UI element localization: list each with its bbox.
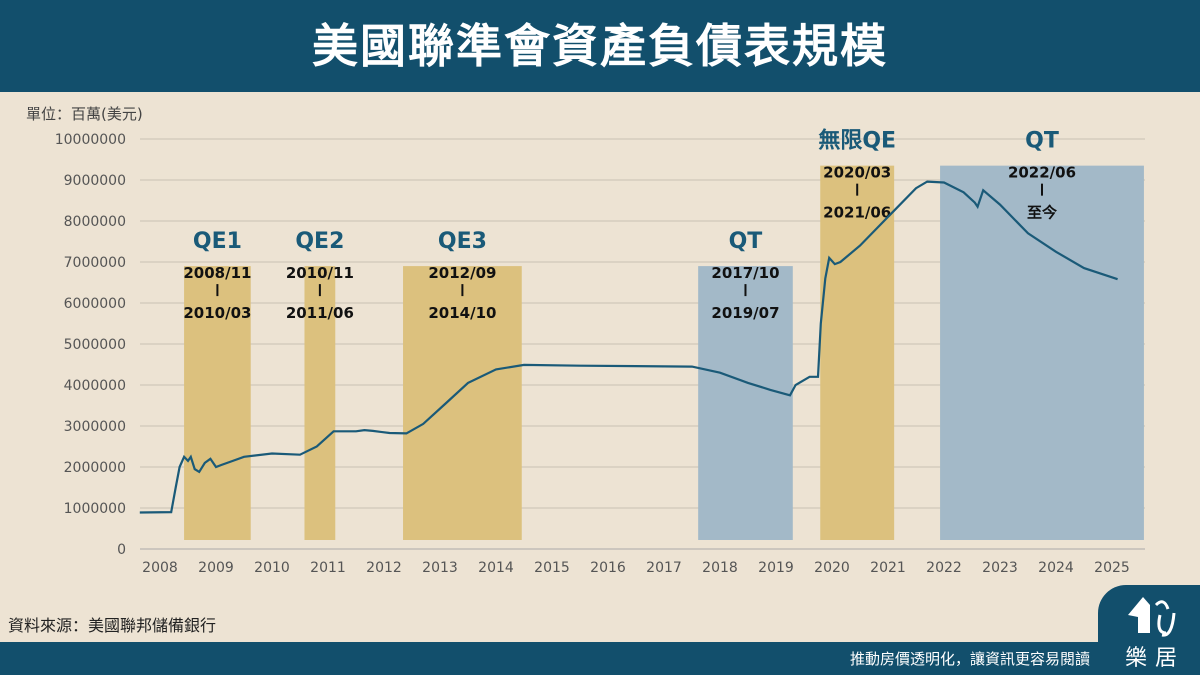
y-tick-label: 9000000 — [64, 173, 126, 189]
band-label: QE2 — [295, 229, 344, 254]
x-tick-label: 2024 — [1038, 560, 1074, 576]
balance-sheet-line — [139, 180, 1118, 514]
band-label: QT — [729, 229, 763, 254]
x-tick-label: 2025 — [1094, 560, 1130, 576]
band-start-date: 2017/10 — [711, 264, 779, 282]
band-label: QT — [1025, 129, 1059, 154]
band-end-date: 2011/06 — [286, 304, 354, 322]
x-tick-label: 2012 — [366, 560, 402, 576]
band-qe — [184, 266, 251, 540]
x-tick-label: 2022 — [926, 560, 962, 576]
x-tick-label: 2009 — [198, 560, 234, 576]
y-tick-label: 3000000 — [64, 419, 126, 435]
band-end-date: 2021/06 — [823, 204, 891, 222]
x-tick-label: 2011 — [310, 560, 346, 576]
band-end-date: 2014/10 — [428, 304, 496, 322]
x-tick-label: 2008 — [142, 560, 178, 576]
x-tick-label: 2015 — [534, 560, 570, 576]
y-tick-label: 8000000 — [64, 214, 126, 230]
footer-bar — [0, 642, 1200, 675]
band-end-date: 2019/07 — [711, 304, 779, 322]
band-start-date: 2022/06 — [1008, 164, 1076, 182]
y-tick-label: 6000000 — [64, 296, 126, 312]
x-tick-label: 2021 — [870, 560, 906, 576]
x-tick-label: 2020 — [814, 560, 850, 576]
band-end-date: 至今 — [1027, 204, 1057, 222]
x-tick-label: 2016 — [590, 560, 626, 576]
page-title: 美國聯準會資產負債表規模 — [0, 0, 1200, 92]
footer-slogan: 推動房價透明化，讓資訊更容易閱讀 — [849, 650, 1090, 668]
y-axis-unit-label: 單位：百萬(美元) — [26, 105, 143, 123]
band-qt — [940, 165, 1144, 540]
x-tick-label: 2017 — [646, 560, 682, 576]
y-tick-label: 1000000 — [64, 501, 126, 517]
logo — [1098, 585, 1200, 675]
y-tick-label: 5000000 — [64, 337, 126, 353]
y-tick-label: 0 — [117, 542, 126, 558]
band-label: QE1 — [193, 229, 242, 254]
house-logo-icon — [1128, 597, 1176, 637]
x-tick-label: 2014 — [478, 560, 514, 576]
band-start-date: 2012/09 — [428, 264, 496, 282]
y-tick-label: 7000000 — [64, 255, 126, 271]
logo-text: 樂居 — [1125, 646, 1186, 671]
band-label: QE3 — [438, 229, 487, 254]
band-qt — [698, 266, 793, 540]
y-tick-label: 10000000 — [55, 132, 126, 148]
band-start-date: 2010/11 — [286, 264, 354, 282]
band-start-date: 2008/11 — [183, 264, 251, 282]
band-qe — [304, 266, 336, 540]
band-qe — [403, 266, 522, 540]
x-tick-label: 2013 — [422, 560, 458, 576]
source-note: 資料來源：美國聯邦儲備銀行 — [8, 616, 217, 635]
x-tick-label: 2010 — [254, 560, 290, 576]
band-label: 無限QE — [818, 128, 896, 154]
x-tick-label: 2019 — [758, 560, 794, 576]
band-start-date: 2020/03 — [823, 164, 891, 182]
x-tick-label: 2018 — [702, 560, 738, 576]
band-end-date: 2010/03 — [183, 304, 251, 322]
x-tick-label: 2023 — [982, 560, 1018, 576]
y-tick-label: 4000000 — [64, 378, 126, 394]
y-tick-label: 2000000 — [64, 460, 126, 476]
band-qe — [820, 165, 895, 540]
